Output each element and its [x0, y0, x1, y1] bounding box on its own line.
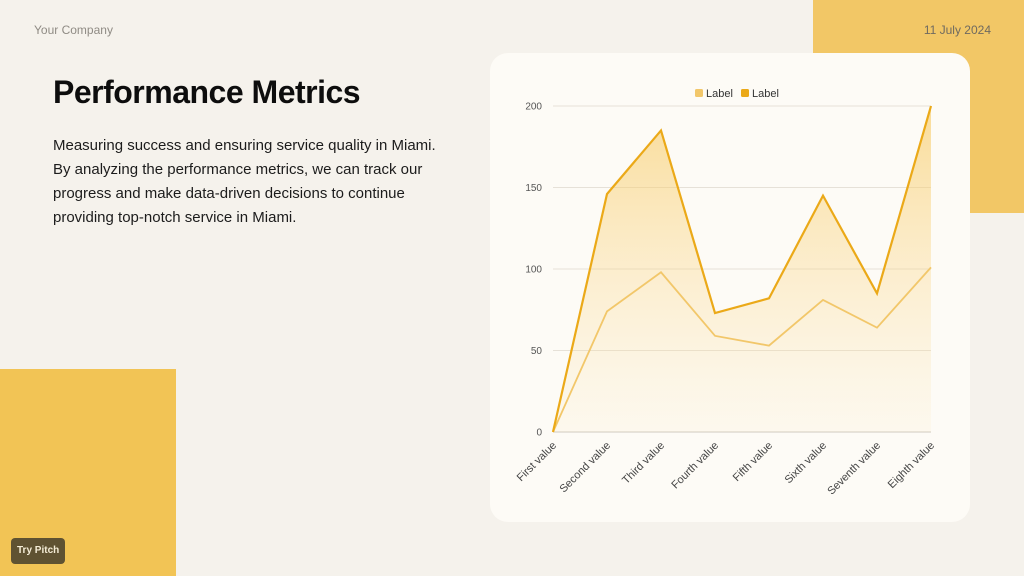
x-tick-label: Seventh value [825, 440, 883, 498]
series-lines [551, 105, 933, 433]
series-line-1 [552, 266, 932, 433]
area-fill-path [553, 106, 931, 432]
description-text: Measuring success and ensuring service q… [53, 137, 436, 226]
legend-label: Label [706, 88, 733, 100]
x-tick-label: First value [515, 440, 559, 484]
y-tick-label: 200 [525, 102, 542, 113]
y-tick-label: 0 [536, 428, 542, 439]
legend-swatch [741, 89, 749, 97]
y-tick-label: 50 [531, 346, 543, 357]
chart-card: 0 50 100 150 200 First value Second value Thir… [490, 53, 970, 522]
legend-swatch [695, 89, 703, 97]
x-tick-label: Eighth value [886, 440, 937, 491]
x-tick-label: Second value [557, 440, 613, 496]
company-name: Your Company [34, 23, 113, 37]
slide-date: 11 July 2024 [923, 23, 991, 37]
page-title: Performance Metrics [53, 74, 361, 110]
y-axis: 0 50 100 150 200 [525, 102, 542, 439]
try-pitch-button[interactable]: Try Pitch [11, 538, 66, 564]
chart-legend: Label Label [695, 88, 779, 100]
x-tick-label: Sixth value [783, 440, 830, 487]
legend-label: Label [752, 88, 779, 100]
y-tick-label: 150 [525, 183, 542, 194]
x-tick-label: Third value [620, 440, 667, 487]
y-tick-label: 100 [525, 265, 542, 276]
series-line-2 [551, 105, 933, 433]
x-tick-label: Fourth value [669, 440, 721, 492]
area-fill [553, 106, 931, 432]
x-tick-label: Fifth value [731, 440, 775, 484]
